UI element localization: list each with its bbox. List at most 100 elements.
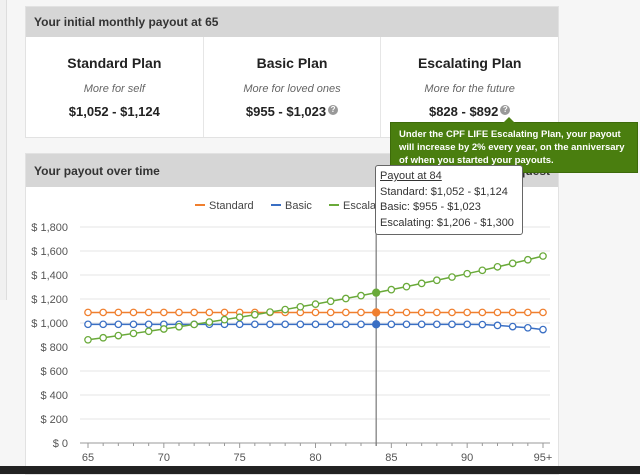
y-tick-label: $ 1,600 (31, 246, 68, 258)
data-point (99, 320, 108, 329)
plan-range: $828 - $892? (381, 104, 558, 119)
help-icon[interactable]: ? (500, 105, 511, 115)
data-point (235, 313, 244, 322)
data-point (205, 308, 214, 317)
data-point (190, 308, 199, 317)
data-point (508, 322, 517, 331)
data-point (372, 308, 381, 317)
data-point (463, 320, 472, 329)
y-tick-label: $ 1,800 (31, 222, 68, 234)
data-point (84, 320, 92, 329)
y-tick-label: $ 1,400 (31, 270, 68, 282)
y-tick-label: $ 400 (40, 390, 68, 402)
data-point (281, 305, 290, 314)
data-point (296, 302, 305, 311)
data-point (523, 323, 532, 332)
data-point (357, 320, 365, 329)
data-point (311, 300, 320, 309)
data-point (463, 308, 472, 317)
data-point (493, 321, 502, 330)
plan-range: $955 - $1,023? (204, 104, 381, 119)
data-point (99, 308, 108, 317)
data-point (311, 308, 320, 317)
data-point (387, 308, 396, 317)
taskbar (0, 466, 640, 474)
data-point (84, 335, 92, 344)
card-header: Your initial monthly payout at 65 (26, 7, 558, 37)
x-tick-label: 90 (461, 452, 473, 464)
initial-payout-card: Your initial monthly payout at 65 Standa… (25, 6, 559, 138)
plan-range: $1,052 - $1,124 (68, 104, 160, 119)
data-point (523, 308, 532, 317)
plan-1: Basic Plan More for loved ones $955 - $1,0… (204, 37, 382, 137)
tooltip-line: Standard: $1,052 - $1,124 (380, 185, 508, 198)
data-point (387, 285, 396, 294)
data-point (341, 320, 350, 329)
data-point (296, 320, 305, 329)
legend-standard[interactable]: Standard (209, 200, 254, 212)
x-tick-label: 75 (234, 452, 246, 464)
x-tick-label: 95+ (534, 452, 553, 464)
left-panel-edge (0, 0, 7, 300)
data-point (341, 294, 350, 303)
x-tick-label: 65 (82, 452, 94, 464)
data-point (129, 308, 138, 317)
data-point (417, 279, 426, 288)
data-point (114, 331, 123, 340)
data-point (220, 315, 229, 324)
data-point (144, 308, 153, 317)
data-point (493, 262, 502, 271)
data-point (402, 308, 411, 317)
data-point (326, 297, 335, 306)
plan-name: Standard Plan (67, 55, 162, 71)
data-point (341, 308, 350, 317)
data-point (432, 276, 441, 285)
data-point (539, 325, 547, 334)
x-tick-label: 80 (309, 452, 321, 464)
data-point (508, 308, 517, 317)
x-tick-label: 85 (385, 452, 397, 464)
data-point (463, 269, 472, 278)
y-tick-label: $ 0 (53, 438, 68, 450)
data-point (539, 308, 547, 317)
data-point (266, 308, 274, 316)
legend-basic[interactable]: Basic (285, 200, 312, 212)
plan-subtitle: More for the future (424, 83, 515, 95)
data-point (190, 320, 199, 329)
plan-name: Escalating Plan (417, 55, 522, 71)
y-tick-label: $ 1,000 (31, 318, 68, 330)
data-point (159, 308, 168, 317)
data-point (539, 252, 547, 260)
data-point (144, 327, 153, 336)
data-point (84, 308, 92, 317)
data-point (250, 310, 259, 319)
tooltip-line: Escalating: $1,206 - $1,300 (380, 216, 514, 229)
data-point (448, 273, 456, 281)
data-point (432, 308, 441, 317)
data-point (99, 333, 108, 342)
data-point (175, 322, 183, 331)
data-point (523, 255, 532, 264)
data-point (372, 288, 381, 297)
y-tick-label: $ 200 (40, 414, 68, 426)
data-point (478, 308, 487, 317)
data-point (417, 308, 426, 317)
data-point (326, 308, 335, 317)
data-point (402, 320, 411, 329)
plan-subtitle: More for loved ones (243, 83, 341, 95)
data-point (266, 320, 274, 329)
data-point (493, 308, 502, 317)
data-point (326, 320, 335, 329)
data-point (235, 320, 244, 329)
data-point (250, 320, 259, 329)
help-icon[interactable]: ? (328, 105, 339, 115)
data-point (448, 308, 456, 317)
data-point (478, 320, 487, 329)
data-point (220, 308, 229, 317)
data-point (372, 320, 381, 329)
plan-name: Basic Plan (256, 55, 328, 71)
y-tick-label: $ 1,200 (31, 294, 68, 306)
data-point (159, 325, 168, 333)
data-point (357, 291, 365, 300)
